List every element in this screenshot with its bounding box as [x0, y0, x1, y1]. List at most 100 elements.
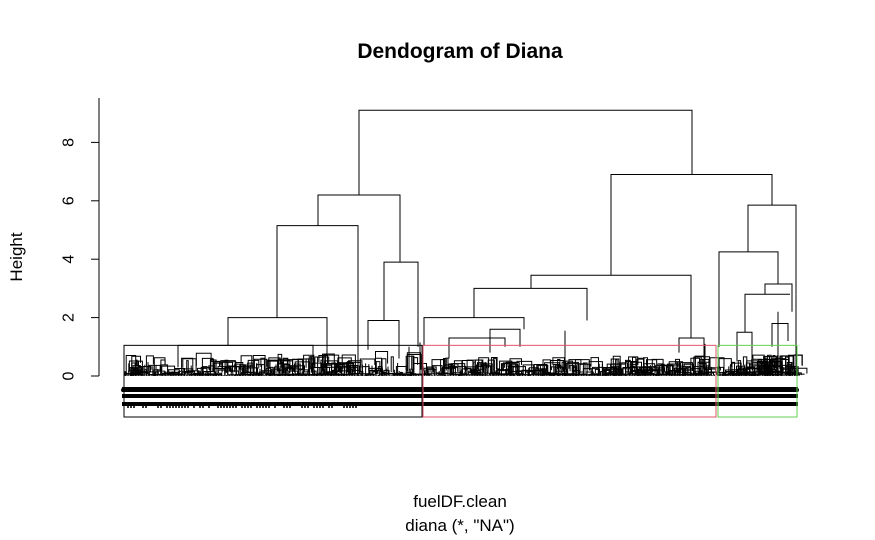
leaf-merge: [509, 364, 512, 376]
leaf-label-fragment: [250, 406, 252, 408]
leaf-label-fragment: [226, 406, 228, 408]
leaf-merge: [582, 368, 599, 376]
leaf-merge: [502, 363, 506, 371]
leaf-label-fragment: [259, 406, 261, 408]
leaf-label-fragment: [142, 406, 144, 408]
leaf-merge: [495, 370, 511, 374]
y-tick-label: 8: [61, 138, 78, 147]
leaf-label-fragment: [133, 406, 135, 408]
leaf-merge: [148, 364, 161, 372]
merge-node: [423, 317, 525, 346]
leaf-merge: [590, 357, 599, 374]
merge-node: [764, 283, 793, 312]
leaf-merge: [606, 363, 622, 376]
leaf-label-fragment: [244, 406, 246, 408]
leaf-merge: [490, 356, 498, 375]
leaf-label-fragment: [262, 406, 264, 408]
leaf-label-fragment: [349, 406, 351, 408]
merge-node: [744, 293, 790, 333]
leaf-label-fragment: [184, 406, 186, 408]
merge-right-right: [747, 204, 797, 295]
leaf-label-fragment: [331, 406, 333, 408]
leaf-merge: [763, 356, 778, 374]
leaf-label-fragment: [265, 406, 267, 408]
leaf-label-fragment: [268, 406, 270, 408]
leaf-label-fragment: [274, 406, 276, 408]
merge-node: [448, 337, 506, 359]
leaf-merge: [145, 355, 154, 367]
merge-cluster-3: [718, 251, 779, 347]
leaf-merge: [186, 360, 189, 372]
leaf-merge: [134, 370, 144, 375]
leaf-merge: [128, 360, 139, 370]
x-axis-label: fuelDF.clean: [413, 492, 507, 511]
leaf-merge: [546, 372, 560, 376]
leaf-merge: [146, 366, 152, 375]
leaf-merge: [318, 355, 328, 364]
leaf-merge: [780, 355, 783, 372]
leaf-merge: [322, 353, 327, 370]
dendrogram-tree: [123, 109, 808, 376]
leaf-label-row: [122, 402, 798, 406]
leaf-merge: [561, 373, 574, 376]
leaf-merge: [533, 363, 547, 375]
leaf-label-fragment: [328, 406, 330, 408]
leaf-merge: [311, 367, 327, 373]
leaf-merge: [184, 371, 196, 375]
leaf-label-fragment: [208, 406, 210, 408]
leaf-merge: [195, 352, 212, 366]
leaf-merge: [277, 368, 281, 376]
leaf-merge: [694, 356, 710, 367]
leaf-label-fragment: [220, 406, 222, 408]
leaf-merge: [260, 357, 265, 374]
leaf-merge: [628, 356, 639, 373]
leaf-merge: [787, 354, 803, 375]
leaf-merge: [289, 368, 305, 374]
leaf-merge: [465, 367, 471, 374]
leaf-merge: [201, 357, 214, 375]
leaf-label-row: [122, 387, 798, 392]
leaf-merge: [213, 371, 216, 375]
leaf-merge: [631, 370, 640, 376]
leaf-merge: [375, 350, 389, 375]
leaf-label-fragment: [307, 406, 309, 408]
leaf-labels: [121, 387, 799, 408]
leaf-merge: [220, 360, 236, 367]
leaf-merge: [431, 359, 446, 369]
leaf-merge: [214, 361, 228, 371]
leaf-merge: [135, 359, 138, 376]
leaf-label-fragment: [241, 406, 243, 408]
merge-right-top: [610, 174, 773, 276]
y-axis: 0 2 4 6 8: [61, 98, 100, 380]
cluster-box-1: [123, 344, 423, 418]
y-tick-label: 2: [61, 313, 78, 322]
leaf-label-fragment: [130, 406, 132, 408]
leaf-merge: [423, 367, 434, 372]
leaf-label-fragment: [319, 406, 321, 408]
leaf-label-fragment: [181, 406, 183, 408]
leaf-merge: [124, 371, 127, 376]
leaf-merge: [610, 366, 619, 374]
merge-mid: [530, 274, 692, 339]
leaf-merge: [342, 363, 355, 370]
leaf-label-fragment: [322, 406, 324, 408]
leaf-merge: [742, 356, 748, 370]
leaf-merge: [167, 369, 180, 375]
leaf-merge: [432, 365, 443, 373]
leaf-merge: [160, 359, 166, 372]
leaf-merge: [574, 359, 590, 373]
leaf-merge: [266, 359, 282, 372]
leaf-merge: [310, 356, 314, 370]
leaf-merge: [542, 364, 548, 375]
root-merge: [358, 109, 693, 195]
leaf-label-fragment: [313, 406, 315, 408]
leaf-label-fragment: [316, 406, 318, 408]
leaf-merge: [785, 356, 790, 375]
leaf-label-fragment: [223, 406, 225, 408]
leaf-label-fragment: [217, 406, 219, 408]
y-tick-label: 4: [61, 255, 78, 264]
leaf-label-fragment: [160, 406, 162, 408]
merge-node: [367, 320, 400, 359]
leaf-label-fragment: [127, 406, 129, 408]
